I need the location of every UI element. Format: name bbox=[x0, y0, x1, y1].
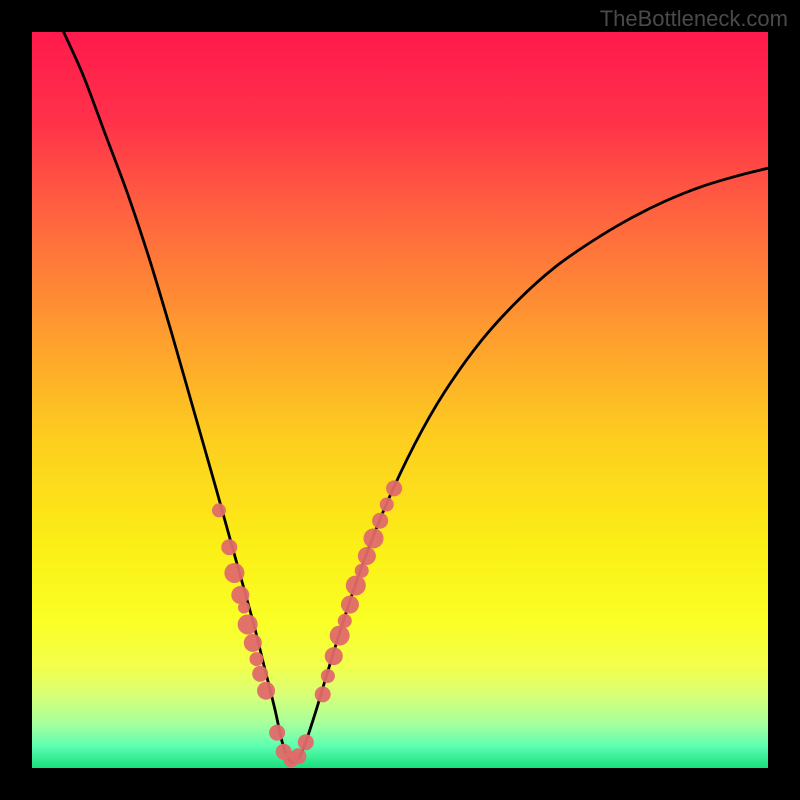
marker-dot bbox=[355, 564, 369, 578]
chart-frame: TheBottleneck.com bbox=[0, 0, 800, 800]
bottleneck-plot bbox=[0, 0, 800, 800]
marker-dot bbox=[252, 666, 268, 682]
marker-dot bbox=[224, 563, 244, 583]
marker-dot bbox=[238, 602, 250, 614]
marker-dot bbox=[325, 647, 343, 665]
marker-dot bbox=[290, 748, 306, 764]
marker-dot bbox=[338, 614, 352, 628]
marker-dot bbox=[364, 528, 384, 548]
plot-background bbox=[32, 32, 768, 768]
marker-dot bbox=[231, 586, 249, 604]
marker-dot bbox=[321, 669, 335, 683]
marker-dot bbox=[269, 725, 285, 741]
marker-dot bbox=[346, 575, 366, 595]
marker-dot bbox=[257, 682, 275, 700]
marker-dot bbox=[212, 503, 226, 517]
marker-dot bbox=[358, 547, 376, 565]
marker-dot bbox=[238, 614, 258, 634]
marker-dot bbox=[372, 513, 388, 529]
marker-dot bbox=[386, 480, 402, 496]
marker-dot bbox=[249, 652, 263, 666]
marker-dot bbox=[221, 539, 237, 555]
marker-dot bbox=[380, 498, 394, 512]
marker-dot bbox=[330, 626, 350, 646]
marker-dot bbox=[341, 596, 359, 614]
marker-dot bbox=[244, 634, 262, 652]
marker-dot bbox=[298, 734, 314, 750]
marker-dot bbox=[315, 686, 331, 702]
